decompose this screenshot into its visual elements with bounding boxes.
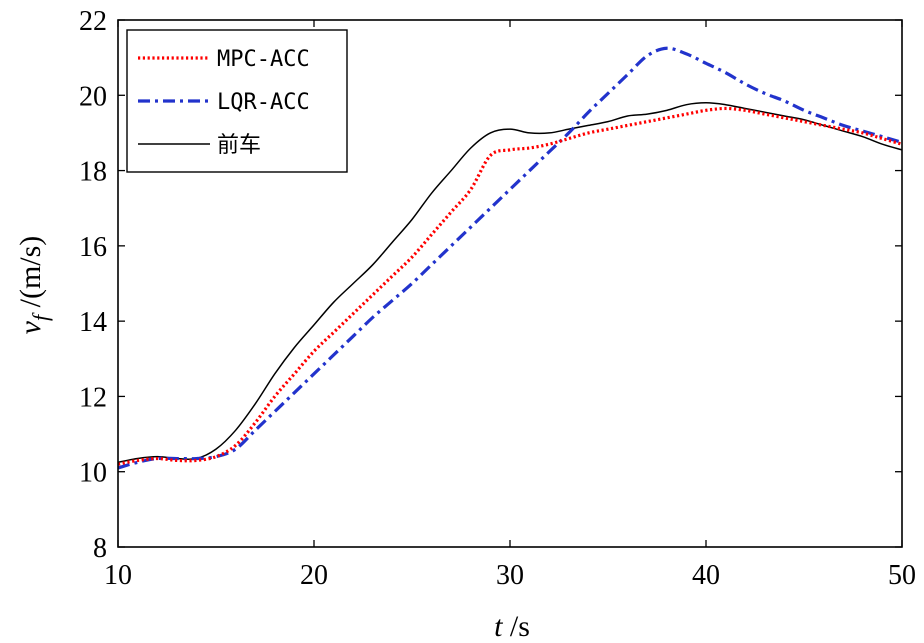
series-line-lqr-acc <box>117 46 903 470</box>
legend-label-lead-car: 前车 <box>217 133 261 158</box>
x-tick-label: 10 <box>104 560 132 591</box>
x-axis: 10 20 30 40 50 <box>104 20 916 591</box>
series-line-lead-car <box>117 102 903 464</box>
y-axis-label-unit: /(m/s) <box>14 236 47 315</box>
y-tick-label: 18 <box>79 157 107 188</box>
x-tick-label: 20 <box>300 560 328 591</box>
y-axis-label-sub: f <box>28 312 53 321</box>
x-axis-label: t /s <box>494 610 530 643</box>
x-axis-label-unit: /s <box>502 610 530 643</box>
series-line-mpc-acc <box>117 106 903 466</box>
legend-label-lqr: LQR-ACC <box>217 90 310 115</box>
y-tick-label: 8 <box>93 533 107 564</box>
y-tick-label: 10 <box>79 458 107 489</box>
x-tick-label: 30 <box>496 560 524 591</box>
y-tick-label: 20 <box>79 81 107 112</box>
y-axis-label: vf /(m/s) <box>14 236 53 335</box>
legend-label-mpc: MPC-ACC <box>217 47 310 72</box>
x-axis-label-var: t <box>494 610 503 643</box>
y-tick-label: 16 <box>79 232 107 263</box>
y-tick-label: 12 <box>79 382 107 413</box>
x-tick-label: 40 <box>692 560 720 591</box>
y-tick-label: 14 <box>79 307 107 338</box>
y-tick-label: 22 <box>79 6 107 37</box>
series-layer <box>117 46 903 470</box>
legend: MPC-ACC LQR-ACC 前车 <box>126 29 348 173</box>
y-axis: 8 10 12 14 16 18 20 22 <box>79 6 902 564</box>
y-axis-label-var: v <box>14 320 47 334</box>
x-tick-label: 50 <box>888 560 916 591</box>
